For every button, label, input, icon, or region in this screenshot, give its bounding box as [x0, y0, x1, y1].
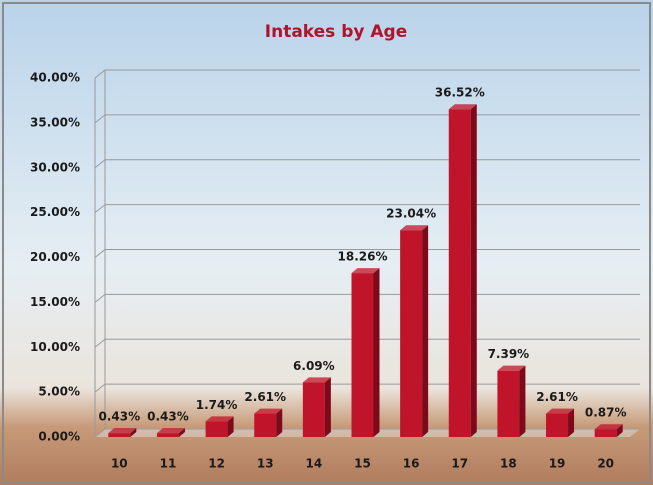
bar-front — [448, 109, 471, 437]
bar-top — [448, 104, 477, 110]
bar — [351, 268, 380, 437]
bar-top — [351, 268, 380, 274]
x-tick-label: 17 — [451, 457, 468, 471]
bar — [302, 377, 331, 437]
bar-front — [254, 413, 277, 437]
bar — [546, 408, 575, 437]
x-tick-label: 14 — [306, 457, 323, 471]
value-label: 1.74% — [196, 398, 238, 412]
x-tick-label: 13 — [257, 457, 274, 471]
bar — [497, 365, 526, 437]
bar — [156, 428, 185, 437]
value-label: 6.09% — [293, 359, 335, 373]
bar-side — [276, 408, 283, 437]
x-tick-label: 20 — [597, 457, 614, 471]
bar — [205, 416, 234, 437]
y-tick-label: 25.00% — [30, 205, 80, 219]
bar-front — [351, 273, 374, 437]
bar-front — [302, 382, 325, 437]
bar-front — [156, 433, 179, 437]
chart-title: Intakes by Age — [265, 22, 407, 42]
bar-side — [422, 225, 429, 437]
bar-top — [400, 225, 429, 231]
bar-front — [594, 429, 617, 437]
bar-front — [400, 230, 423, 437]
bar-side — [470, 104, 477, 437]
bar-front — [546, 413, 569, 437]
bar-side — [227, 416, 234, 437]
y-tick-label: 20.00% — [30, 250, 80, 264]
value-label: 2.61% — [536, 390, 578, 404]
bar-side — [373, 268, 380, 437]
value-label: 18.26% — [338, 250, 388, 264]
bar-side — [130, 428, 137, 437]
bar — [108, 428, 137, 437]
value-label: 0.43% — [147, 410, 189, 424]
bar — [594, 424, 623, 437]
value-label: 0.43% — [98, 410, 140, 424]
bar-front — [497, 370, 520, 437]
bar-top — [156, 428, 185, 434]
value-label: 7.39% — [488, 347, 530, 361]
bar-front — [108, 433, 131, 437]
bar-top — [108, 428, 137, 434]
x-tick-label: 19 — [549, 457, 566, 471]
x-tick-label: 12 — [208, 457, 225, 471]
bar — [448, 104, 477, 437]
x-tick-label: 18 — [500, 457, 517, 471]
y-tick-label: 0.00% — [38, 430, 80, 444]
y-tick-label: 5.00% — [38, 385, 80, 399]
bar-top — [497, 365, 526, 371]
x-tick-label: 11 — [160, 457, 177, 471]
bar-top — [205, 416, 234, 422]
bar-top — [254, 408, 283, 414]
bar-top — [546, 408, 575, 414]
y-tick-label: 30.00% — [30, 160, 80, 174]
x-tick-label: 10 — [111, 457, 128, 471]
value-label: 23.04% — [386, 207, 436, 221]
x-tick-label: 16 — [403, 457, 420, 471]
bar — [400, 225, 429, 437]
bar-side — [519, 365, 526, 437]
bar-top — [594, 424, 623, 430]
grid-line — [94, 69, 640, 79]
bar-front — [205, 421, 228, 437]
y-tick-label: 35.00% — [30, 115, 80, 129]
bar-side — [324, 377, 331, 437]
value-label: 0.87% — [585, 406, 627, 420]
y-tick-label: 15.00% — [30, 295, 80, 309]
x-tick-label: 15 — [354, 457, 371, 471]
y-tick-label: 10.00% — [30, 340, 80, 354]
bar-side — [616, 424, 623, 437]
value-label: 36.52% — [435, 86, 485, 100]
bar — [254, 408, 283, 437]
bar-top — [302, 377, 331, 383]
bar-side — [178, 428, 185, 437]
value-label: 2.61% — [244, 390, 286, 404]
bar-side — [568, 408, 575, 437]
y-tick-label: 40.00% — [30, 71, 80, 85]
